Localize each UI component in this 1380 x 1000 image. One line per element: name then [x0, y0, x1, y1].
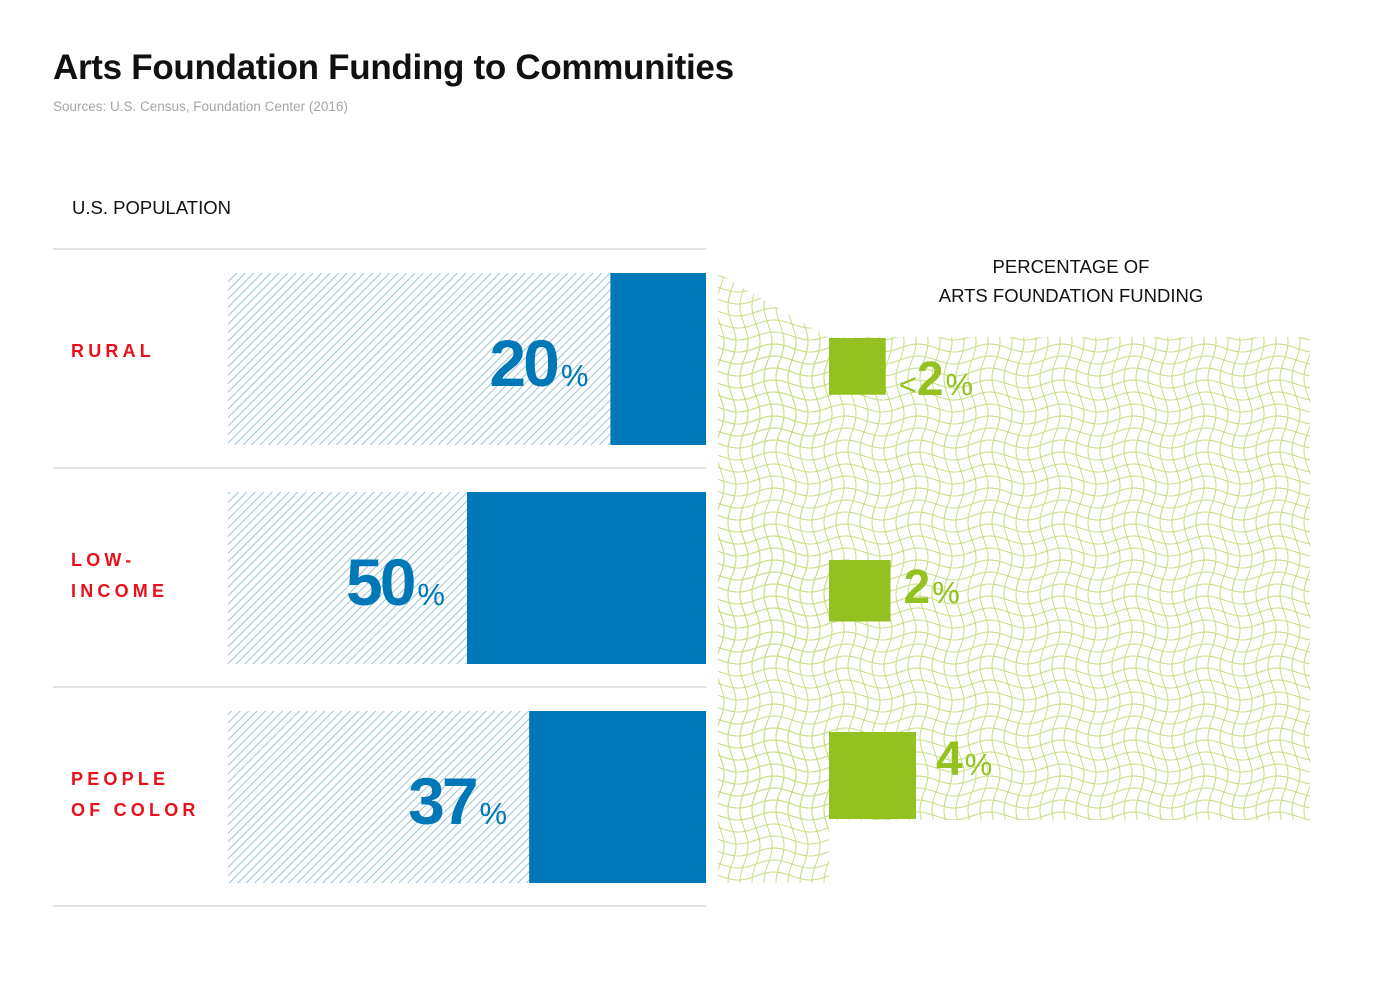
population-value-1: 50% — [346, 545, 445, 619]
funnel-0 — [718, 273, 829, 445]
population-bar-0 — [610, 273, 706, 445]
source-note: Sources: U.S. Census, Foundation Center … — [53, 99, 348, 114]
population-bar-1 — [467, 492, 706, 664]
category-label-0-line-1: RURAL — [71, 341, 155, 361]
funding-square-1 — [829, 560, 891, 622]
population-bar-2 — [529, 711, 706, 883]
population-value-2: 37% — [408, 764, 507, 838]
population-heading: U.S. POPULATION — [72, 197, 231, 218]
category-label-2-line-2: OF COLOR — [71, 800, 200, 820]
funnel-1 — [718, 492, 829, 664]
category-label-1-line-1: LOW- — [71, 550, 135, 570]
funding-value-2: 4% — [936, 733, 992, 786]
funding-heading-line-1: PERCENTAGE OF — [993, 256, 1150, 277]
category-label-2-line-1: PEOPLE — [71, 769, 169, 789]
funding-value-1: 2% — [904, 561, 960, 614]
population-value-0: 20% — [489, 326, 588, 400]
funding-square-0 — [829, 338, 886, 395]
funnel-2 — [718, 711, 829, 883]
funding-square-2 — [829, 732, 916, 819]
funding-value-0: <2% — [899, 353, 973, 406]
page-title: Arts Foundation Funding to Communities — [53, 48, 734, 87]
funding-heading-line-2: ARTS FOUNDATION FUNDING — [939, 285, 1203, 306]
category-label-1-line-2: INCOME — [71, 581, 168, 601]
